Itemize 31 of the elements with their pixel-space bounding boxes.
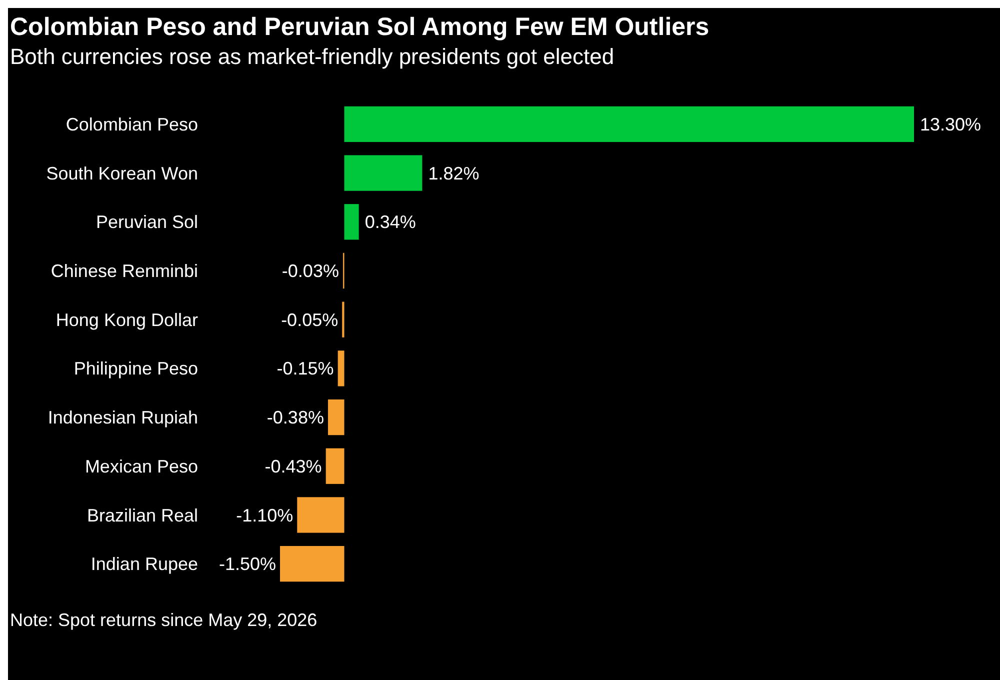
data-label: -1.10% [236, 505, 294, 526]
bar [326, 448, 344, 484]
chart-title: Colombian Peso and Peruvian Sol Among Few EM Outliers [10, 13, 710, 41]
data-label: -1.50% [218, 554, 276, 574]
y-tick-label: Mexican Peso [84, 456, 198, 476]
y-tick-label: Philippine Peso [74, 358, 198, 379]
data-label: 0.34% [364, 212, 416, 232]
bar [344, 204, 359, 240]
y-tick-label: Chinese Renminbi [50, 261, 198, 282]
data-label: -0.03% [282, 261, 339, 282]
data-label: 13.30% [920, 114, 982, 134]
data-label: 1.82% [428, 163, 480, 184]
y-tick-label: Hong Kong Dollar [56, 310, 198, 330]
y-tick-label: Indonesian Rupiah [48, 408, 198, 428]
text: Note: Spot returns since May 29, 2026 [10, 610, 318, 630]
bar [344, 106, 914, 142]
data-label: -0.15% [276, 358, 334, 379]
y-tick-label: Peruvian Sol [96, 212, 198, 232]
data-label: -0.43% [264, 456, 322, 476]
chart-subtitle: Both currencies rose as market-friendly presidents got elected [10, 44, 614, 69]
data-label: -0.38% [266, 408, 324, 428]
bar [344, 155, 422, 191]
y-tick-label: Indian Rupee [90, 554, 198, 574]
y-tick-label: South Korean Won [46, 163, 198, 184]
bar [280, 546, 344, 582]
y-tick-label: Brazilian Real [86, 505, 198, 526]
bar [338, 350, 344, 386]
y-tick-label: Colombian Peso [66, 114, 198, 134]
bar [328, 399, 344, 436]
bar [297, 497, 344, 533]
data-label: -0.05% [281, 310, 338, 330]
